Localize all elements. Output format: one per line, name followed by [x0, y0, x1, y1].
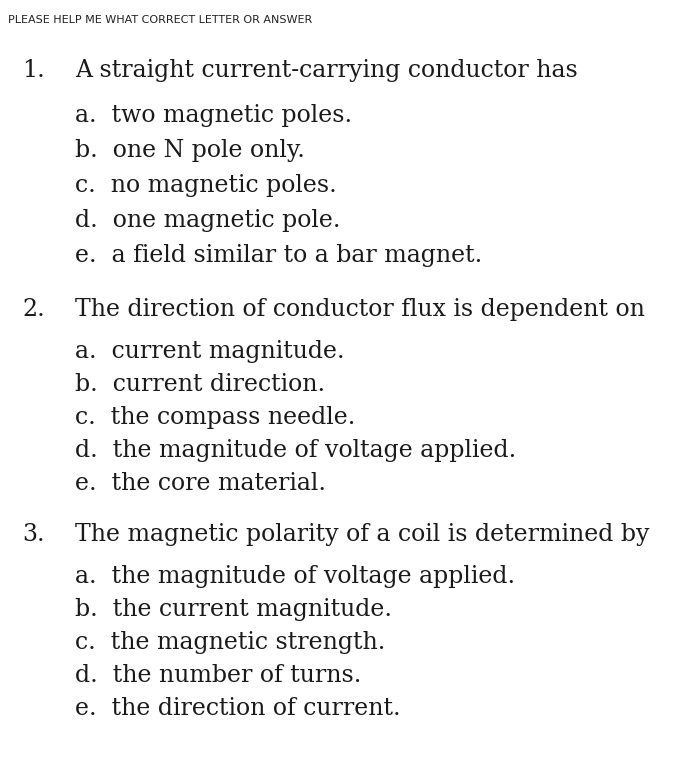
Text: a.  two magnetic poles.: a. two magnetic poles.: [75, 104, 352, 127]
Text: a.  current magnitude.: a. current magnitude.: [75, 340, 345, 363]
Text: 2.: 2.: [22, 298, 45, 321]
Text: The direction of conductor flux is dependent on: The direction of conductor flux is depen…: [75, 298, 645, 321]
Text: e.  a field similar to a bar magnet.: e. a field similar to a bar magnet.: [75, 244, 482, 267]
Text: 3.: 3.: [22, 523, 45, 546]
Text: a.  the magnitude of voltage applied.: a. the magnitude of voltage applied.: [75, 565, 515, 588]
Text: d.  the number of turns.: d. the number of turns.: [75, 664, 361, 687]
Text: b.  one N pole only.: b. one N pole only.: [75, 139, 305, 162]
Text: PLEASE HELP ME WHAT CORRECT LETTER OR ANSWER: PLEASE HELP ME WHAT CORRECT LETTER OR AN…: [8, 15, 312, 25]
Text: c.  the magnetic strength.: c. the magnetic strength.: [75, 631, 386, 654]
Text: 1.: 1.: [22, 59, 45, 82]
Text: b.  current direction.: b. current direction.: [75, 373, 325, 396]
Text: d.  the magnitude of voltage applied.: d. the magnitude of voltage applied.: [75, 439, 516, 462]
Text: e.  the direction of current.: e. the direction of current.: [75, 697, 401, 720]
Text: A straight current-carrying conductor has: A straight current-carrying conductor ha…: [75, 59, 578, 82]
Text: The magnetic polarity of a coil is determined by: The magnetic polarity of a coil is deter…: [75, 523, 650, 546]
Text: c.  the compass needle.: c. the compass needle.: [75, 406, 355, 429]
Text: b.  the current magnitude.: b. the current magnitude.: [75, 598, 392, 621]
Text: c.  no magnetic poles.: c. no magnetic poles.: [75, 174, 337, 197]
Text: e.  the core material.: e. the core material.: [75, 472, 326, 495]
Text: d.  one magnetic pole.: d. one magnetic pole.: [75, 209, 340, 232]
